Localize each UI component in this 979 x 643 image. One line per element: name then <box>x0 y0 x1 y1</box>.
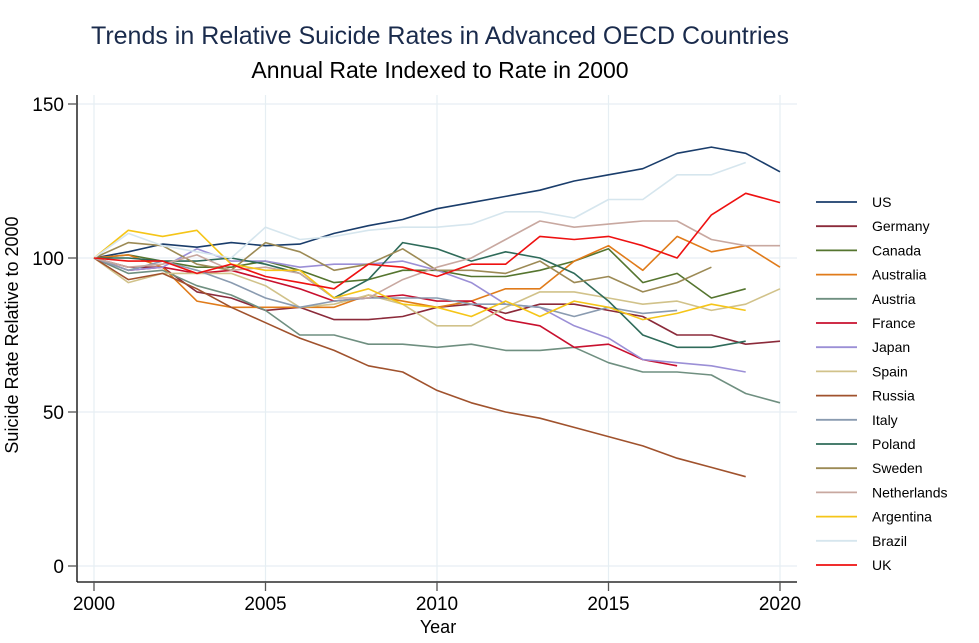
x-tick-label: 2015 <box>587 594 629 615</box>
legend-item-us: US <box>816 194 891 210</box>
x-tick-label: 2000 <box>73 594 115 615</box>
legend-label: Russia <box>872 388 915 404</box>
legend-item-germany: Germany <box>816 218 930 234</box>
series-line-russia <box>93 257 746 478</box>
legend-label: Canada <box>872 242 921 258</box>
series-line-sweden <box>93 241 712 293</box>
legend-item-austria: Austria <box>816 291 916 307</box>
series-line-italy <box>93 257 678 318</box>
chart-title: Trends in Relative Suicide Rates in Adva… <box>90 22 790 50</box>
legend-label: Spain <box>872 363 908 379</box>
series-line-japan <box>93 248 746 373</box>
x-tick-label: 2010 <box>416 594 458 615</box>
x-tick-label: 2005 <box>244 594 286 615</box>
y-axis-title: Suicide Rate Relative to 2000 <box>2 216 22 453</box>
legend-item-brazil: Brazil <box>816 533 907 549</box>
legend-item-spain: Spain <box>816 363 908 379</box>
legend-label: US <box>872 194 891 210</box>
legend-item-australia: Australia <box>816 267 927 283</box>
legend-item-netherlands: Netherlands <box>816 484 948 500</box>
legend-label: Australia <box>872 267 927 283</box>
y-tick-label: 150 <box>32 95 64 116</box>
legend-label: Italy <box>872 412 898 428</box>
legend: US Germany Canada Australia Austria France Jap… <box>816 194 948 573</box>
series-line-argentina <box>93 229 746 321</box>
legend-label: Poland <box>872 436 916 452</box>
y-tick-label: 50 <box>43 403 64 424</box>
legend-item-canada: Canada <box>816 242 921 258</box>
legend-label: France <box>872 315 916 331</box>
legend-item-france: France <box>816 315 916 331</box>
legend-item-uk: UK <box>816 557 892 573</box>
chart-subtitle: Annual Rate Indexed to Rate in 2000 <box>251 57 629 83</box>
series-line-spain <box>93 257 781 327</box>
legend-label: UK <box>872 557 892 573</box>
legend-label: Argentina <box>872 509 932 525</box>
y-tick-label: 0 <box>53 557 64 578</box>
series-line-poland <box>94 241 746 349</box>
legend-label: Sweden <box>872 460 923 476</box>
legend-label: Austria <box>872 291 916 307</box>
legend-label: Netherlands <box>872 484 948 500</box>
x-tick-label: 2020 <box>759 594 801 615</box>
x-axis-title: Year <box>420 617 456 637</box>
legend-label: Germany <box>872 218 930 234</box>
series-line-us <box>93 146 781 259</box>
legend-item-argentina: Argentina <box>816 509 932 525</box>
legend-item-poland: Poland <box>816 436 916 452</box>
legend-label: Japan <box>872 339 910 355</box>
series-line-netherlands <box>93 220 780 299</box>
legend-label: Brazil <box>872 533 907 549</box>
legend-item-sweden: Sweden <box>816 460 923 476</box>
legend-item-italy: Italy <box>816 412 898 428</box>
legend-item-russia: Russia <box>816 388 915 404</box>
series-line-brazil <box>93 161 746 259</box>
y-tick-label: 100 <box>32 249 64 270</box>
series-line-uk <box>93 192 781 290</box>
series-line-austria <box>93 257 781 404</box>
legend-item-japan: Japan <box>816 339 910 355</box>
series-line-canada <box>93 248 746 299</box>
